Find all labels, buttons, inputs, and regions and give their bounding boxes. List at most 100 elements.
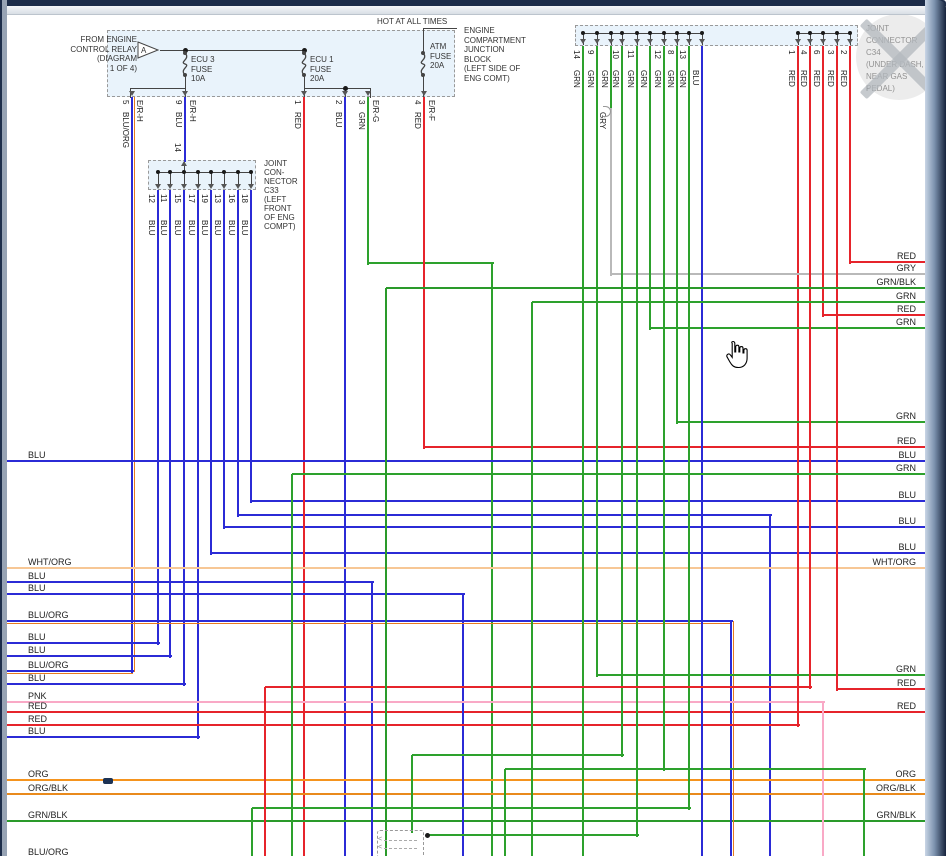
pin-label: 3 — [826, 50, 835, 55]
wire-label: ORG/BLK — [28, 783, 69, 793]
engine-junction-box — [107, 30, 455, 97]
terminal-arrow-icon — [834, 39, 840, 44]
wire-segment — [6, 567, 928, 569]
wire-segment — [863, 769, 865, 856]
wire-segment — [6, 642, 160, 644]
wire-segment — [184, 76, 186, 98]
wire-label: RED — [896, 304, 916, 314]
terminal-arrow-icon — [167, 184, 173, 189]
pin-label: 11 — [626, 50, 635, 59]
pin-label: 4 — [799, 50, 808, 55]
wire-segment — [412, 754, 624, 756]
pin-label: 10 — [611, 50, 620, 59]
wire-segment — [6, 460, 928, 462]
wire-segment — [303, 76, 305, 98]
pin-label: GRN — [678, 70, 687, 88]
wire-label: GRN/BLK — [28, 810, 68, 820]
wire-label: RED — [896, 678, 916, 688]
wire-label: BLU — [898, 516, 916, 526]
wire-segment — [157, 190, 159, 645]
wire-segment — [422, 28, 424, 53]
terminal-arrow-icon — [699, 39, 705, 44]
splice-dot — [301, 47, 307, 53]
wire-label: BLU — [898, 490, 916, 500]
wire-segment — [250, 172, 252, 185]
wire-label: BLU — [28, 673, 46, 683]
wire-segment — [223, 172, 225, 185]
splice-dot — [249, 170, 253, 174]
wire-segment — [160, 49, 305, 51]
wire-segment — [6, 622, 732, 624]
wire-segment — [344, 97, 346, 856]
wire-segment — [368, 262, 494, 264]
wire-segment — [251, 808, 253, 856]
wire-segment — [427, 834, 639, 836]
wire-segment — [531, 302, 533, 856]
pin-label: BLU — [691, 70, 700, 86]
svg-text:A: A — [141, 46, 147, 55]
wire-label: BLU/ORG — [28, 660, 69, 670]
pin-label: BLU — [159, 220, 168, 236]
wire-label: RED — [896, 251, 916, 261]
vertical-scrollbar[interactable] — [925, 0, 946, 856]
wire-segment — [837, 688, 928, 690]
pin-label: 6 — [812, 50, 821, 55]
wire-label: BLU/ORG — [28, 610, 69, 620]
terminal-arrow-icon — [181, 161, 187, 166]
wire-segment — [730, 621, 732, 856]
wire-segment — [505, 768, 866, 770]
pin-label: 18 — [240, 194, 249, 203]
pin-label: E/R-G — [371, 100, 380, 123]
hot-at-all-times-label: HOT AT ALL TIMES — [377, 17, 448, 26]
wire-segment — [264, 687, 266, 856]
wire-segment — [423, 97, 425, 449]
terminal-arrow-icon — [181, 184, 187, 189]
pin-label: 16 — [227, 194, 236, 203]
splice-dot — [796, 31, 800, 35]
wire-segment — [6, 593, 465, 595]
wire-segment — [292, 473, 928, 475]
wire-label: GRY — [896, 263, 916, 273]
c33-label: JOINT CON- NECTOR C33 (LEFT FRONT OF ENG… — [264, 159, 298, 231]
splice-dot — [236, 170, 240, 174]
wire-label: BLU — [28, 450, 46, 460]
wire-segment — [677, 421, 928, 423]
wire-label: GRN — [896, 664, 916, 674]
wire-segment — [701, 46, 703, 856]
pin-label: BLU — [187, 220, 196, 236]
terminal-arrow-icon — [847, 39, 853, 44]
pin-label: BLU/ORG — [121, 112, 130, 149]
splice-dot — [635, 31, 639, 35]
splice-dot — [821, 31, 825, 35]
wire-segment — [6, 581, 374, 583]
window-left-border — [0, 0, 7, 856]
wire-segment — [610, 46, 612, 110]
pin-label: GRN — [572, 70, 581, 88]
wire-label: RED — [28, 701, 48, 711]
terminal-arrow-icon — [365, 91, 371, 96]
splice-dot — [209, 170, 213, 174]
gry-arrow-icon — [603, 106, 611, 117]
joint-connector-right-label: JOINT CONNECTOR C34 (UNDER DASH, NEAR GA… — [866, 24, 924, 93]
terminal-arrow-icon — [674, 39, 680, 44]
window-title-band — [7, 6, 925, 15]
terminal-arrow-icon — [421, 91, 427, 96]
fuse-label: ATM FUSE 20A — [430, 42, 452, 70]
terminal-arrow-icon — [301, 91, 307, 96]
splice-dot — [182, 47, 188, 53]
wire-segment — [610, 108, 612, 276]
terminal-arrow-icon — [795, 39, 801, 44]
wire-segment — [237, 190, 239, 517]
wire-segment — [184, 97, 186, 162]
pin-label: RED — [839, 70, 848, 87]
pin-label: GRN — [639, 70, 648, 88]
splice-dot — [648, 31, 652, 35]
wire-segment — [183, 160, 185, 173]
terminal-arrow-icon — [342, 91, 348, 96]
splice-dot — [687, 31, 691, 35]
wire-label: RED — [896, 436, 916, 446]
terminal-arrow-icon — [208, 184, 214, 189]
dashed-connector-row — [384, 840, 417, 841]
wire-segment — [169, 190, 171, 658]
